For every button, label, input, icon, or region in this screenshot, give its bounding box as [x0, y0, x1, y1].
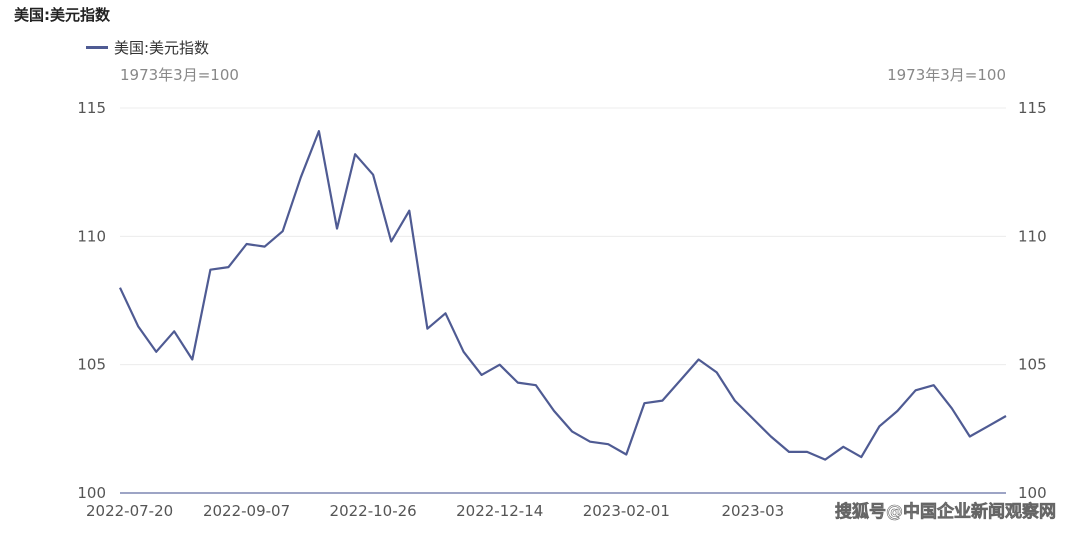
y-axis-left-ticks: 100 105 110 115 — [77, 99, 106, 502]
x-tick-label: 2023-03 — [722, 502, 785, 520]
y-tick-label-right: 105 — [1018, 356, 1047, 374]
series-line-dollar-index[interactable] — [119, 130, 1007, 461]
y-tick-label-right: 115 — [1018, 99, 1047, 117]
y-tick-label-left: 115 — [77, 99, 106, 117]
grid-lines — [120, 107, 1006, 366]
x-tick-label: 2023-02-01 — [583, 502, 670, 520]
x-tick-label: 2022-12-14 — [456, 502, 543, 520]
watermark: 搜狐号@中国企业新闻观察网 — [835, 501, 1056, 522]
x-tick-label: 2022-07-20 — [86, 502, 173, 520]
right-axis-unit: 1973年3月=100 — [887, 66, 1006, 84]
legend[interactable]: 美国:美元指数 — [86, 37, 209, 58]
y-axis-right-ticks: 100 105 110 115 — [1018, 99, 1047, 502]
x-tick-label: 2022-10-26 — [330, 502, 417, 520]
legend-label: 美国:美元指数 — [114, 39, 210, 57]
series-group — [119, 130, 1007, 461]
y-tick-label-right: 110 — [1018, 227, 1047, 245]
chart-title: 美国:美元指数 — [14, 6, 110, 24]
x-tick-label: 2022-09-07 — [203, 502, 290, 520]
left-axis-unit: 1973年3月=100 — [120, 66, 239, 84]
y-tick-label-left: 105 — [77, 356, 106, 374]
x-axis-ticks: 2022-07-20 2022-09-07 2022-10-26 2022-12-14… — [86, 502, 784, 520]
y-tick-label-left: 110 — [77, 227, 106, 245]
y-tick-label-left: 100 — [77, 484, 106, 502]
y-tick-label-right: 100 — [1018, 484, 1047, 502]
legend-swatch — [86, 46, 108, 49]
